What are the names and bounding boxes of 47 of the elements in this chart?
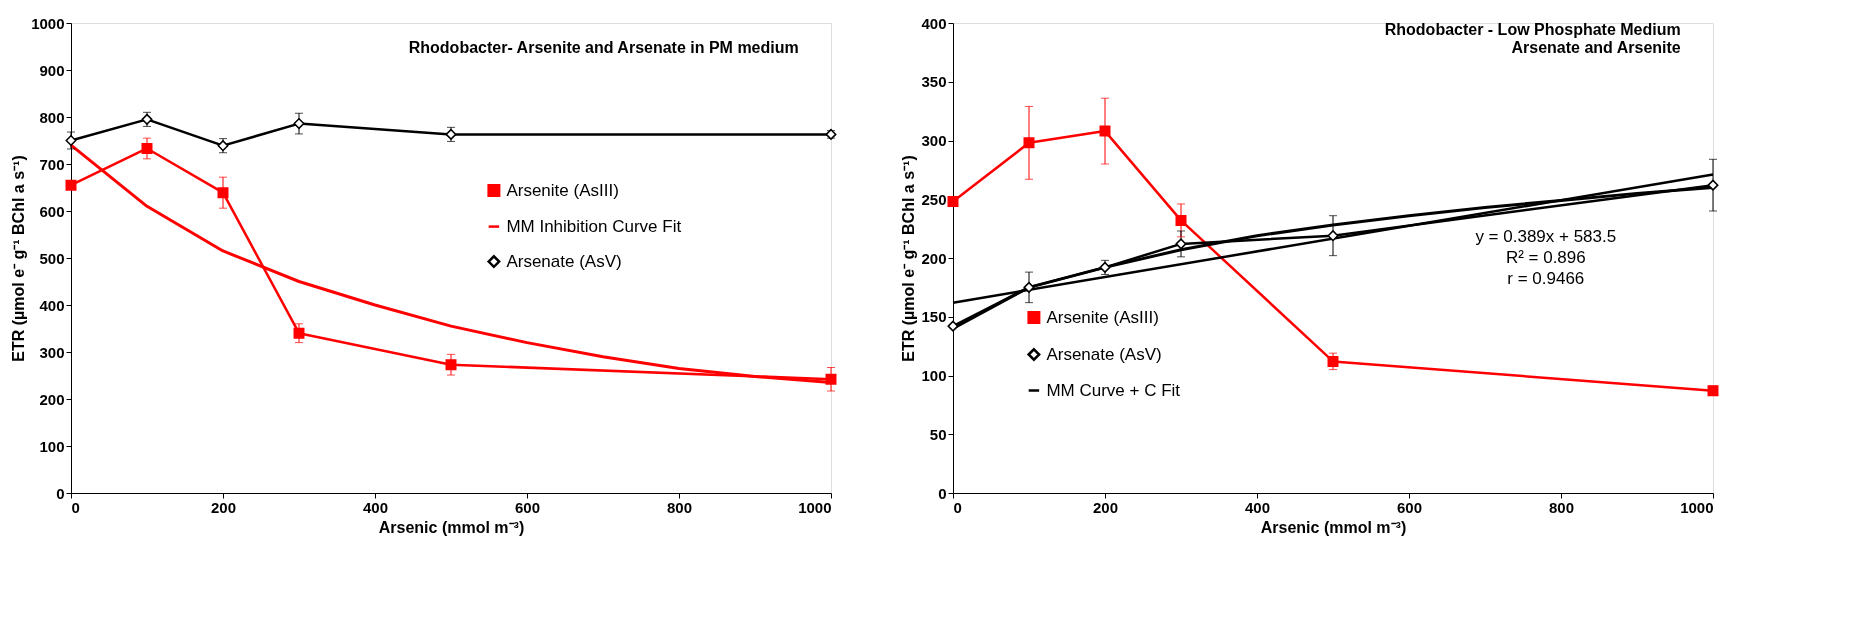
- x-tick-label: 200: [1092, 498, 1119, 516]
- annotation: y = 0.389x + 583.5: [1475, 226, 1617, 246]
- y-tick-label: 200: [921, 249, 947, 267]
- chart-title: Rhodobacter - Low Phosphate Medium Arsenate and Arsenite: [1384, 21, 1681, 56]
- y-tick-label: 100: [39, 437, 65, 455]
- legend-label: Arsenate (AsV): [1046, 344, 1162, 364]
- legend-label: Arsenite (AsIII): [1046, 307, 1159, 327]
- x-tick-label: 0: [953, 498, 962, 516]
- y-tick-label: 250: [921, 190, 947, 208]
- x-axis-title: Arsenic (mmol m⁻³): [378, 518, 525, 536]
- legend-label: Arsenite (AsIII): [506, 180, 619, 200]
- legend-label: Arsenate (AsV): [506, 251, 622, 271]
- y-tick-label: 600: [39, 202, 65, 220]
- y-tick-label: 0: [56, 484, 65, 502]
- y-tick-label: 150: [921, 308, 947, 326]
- y-tick-label: 400: [921, 14, 947, 32]
- legend-label: MM Inhibition Curve Fit: [506, 216, 682, 236]
- annotation: R² = 0.896: [1505, 247, 1586, 267]
- y-tick-label: 300: [39, 343, 65, 361]
- x-tick-label: 800: [666, 498, 693, 516]
- x-tick-label: 1000: [1680, 498, 1714, 516]
- y-tick-label: 0: [938, 484, 947, 502]
- y-tick-label: 350: [921, 73, 947, 91]
- x-tick-label: 600: [514, 498, 541, 516]
- annotation: r = 0.9466: [1507, 268, 1585, 288]
- y-tick-label: 700: [39, 155, 65, 173]
- y-tick-label: 400: [39, 296, 65, 314]
- x-tick-label: 0: [71, 498, 80, 516]
- text: Rhodobacter- Arsenite and Arsenate in PM medium: [408, 39, 799, 56]
- y-axis-title: ETR (µmol e⁻ g⁻¹ BChl a s⁻¹): [900, 155, 918, 362]
- y-tick-label: 800: [39, 108, 65, 126]
- x-tick-label: 1000: [798, 498, 832, 516]
- y-tick-label: 500: [39, 249, 65, 267]
- y-axis-title: ETR (µmol e⁻ g⁻¹ BChl a s⁻¹): [10, 155, 28, 362]
- legend-label: MM Curve + C Fit: [1046, 380, 1181, 400]
- y-tick-label: 1000: [31, 14, 65, 32]
- y-tick-label: 900: [39, 61, 65, 79]
- y-tick-label: 50: [929, 425, 947, 443]
- y-tick-label: 300: [921, 132, 947, 149]
- x-tick-label: 200: [210, 498, 237, 516]
- y-tick-label: 200: [39, 390, 65, 408]
- x-tick-label: 400: [1244, 498, 1271, 516]
- x-tick-label: 800: [1548, 498, 1575, 516]
- x-tick-label: 600: [1396, 498, 1423, 516]
- x-axis-title: Arsenic (mmol m⁻³): [1260, 518, 1407, 536]
- x-tick-label: 400: [362, 498, 389, 516]
- y-tick-label: 100: [921, 367, 947, 384]
